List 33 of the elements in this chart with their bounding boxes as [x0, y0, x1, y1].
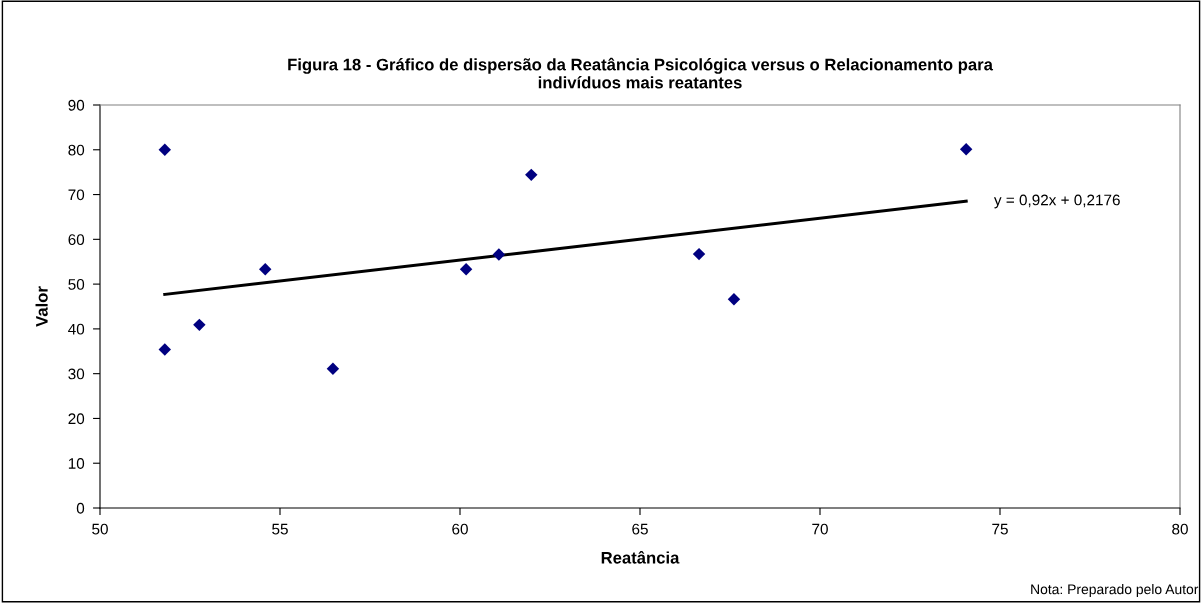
x-axis-title: Reatância — [601, 551, 680, 564]
x-tick-label: 65 — [632, 523, 648, 535]
point — [158, 343, 172, 356]
annotation: y = 0,92x + 0,2176 — [993, 194, 1120, 209]
chart-title: Figura 18 - Gráfico de dispersão da Reatância Psicológica versus o Relacionamento para indivíduos mais reatantes — [288, 57, 994, 89]
point — [459, 263, 473, 276]
point — [959, 143, 973, 156]
y-axis-title: Valor — [35, 286, 48, 327]
x-tick-label: 60 — [452, 523, 468, 535]
y-tick-label: 10 — [68, 458, 85, 469]
point — [326, 362, 340, 375]
text: Nota: Preparado pelo Autor — [1031, 584, 1199, 597]
x-tick-label: 80 — [1172, 523, 1188, 535]
x-tick-label: 55 — [272, 523, 288, 535]
y-tick-label: 80 — [68, 144, 85, 156]
point — [193, 318, 206, 332]
point — [492, 248, 506, 261]
y-tick-label: 40 — [68, 323, 85, 335]
x-tick-label: 70 — [812, 523, 828, 535]
point — [525, 168, 538, 182]
y-tick-label: 50 — [68, 278, 85, 290]
y-tick-label: 0 — [76, 502, 85, 514]
y-tick-label: 90 — [68, 99, 85, 111]
x-tick-label: 50 — [92, 523, 108, 535]
y-tick-label: 70 — [68, 189, 85, 201]
point — [727, 293, 741, 306]
y-tick-label: 60 — [68, 234, 85, 246]
y-tick-label: 20 — [68, 413, 85, 425]
x-tick-label: 75 — [992, 523, 1008, 535]
point — [158, 143, 172, 156]
y-tick-label: 30 — [68, 368, 85, 380]
point — [692, 247, 706, 261]
point — [259, 263, 272, 276]
